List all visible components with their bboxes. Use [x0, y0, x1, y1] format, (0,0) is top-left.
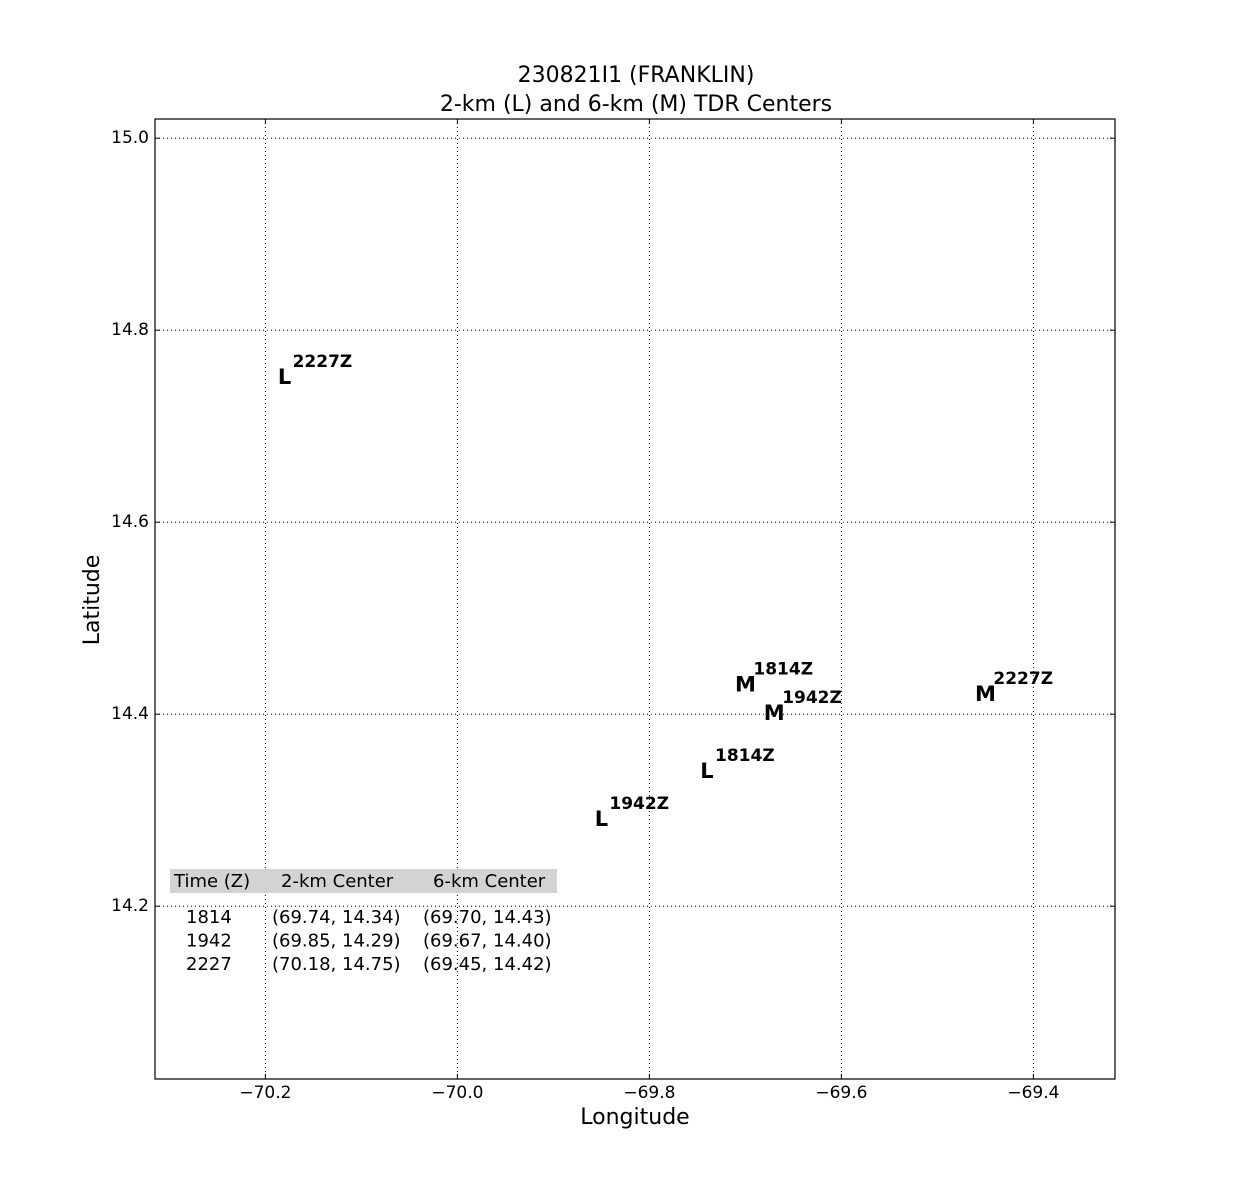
- table-cell: 1942: [186, 931, 232, 952]
- table-header: 2-km Center: [281, 871, 394, 892]
- point-label: 2227Z: [293, 352, 353, 372]
- table-header-bg: [170, 869, 557, 893]
- chart-subtitle: 2-km (L) and 6-km (M) TDR Centers: [440, 92, 832, 117]
- point-marker: M: [735, 672, 756, 696]
- plot-frame: [154, 118, 1116, 1080]
- chart-title: 230821I1 (FRANKLIN): [518, 63, 755, 88]
- x-tick-label: −69.4: [1007, 1083, 1059, 1103]
- x-axis-label: Longitude: [580, 1105, 689, 1130]
- x-tick-label: −70.0: [431, 1083, 483, 1103]
- x-tick-label: −70.2: [239, 1083, 291, 1103]
- table-cell: (69.70, 14.43): [423, 907, 552, 928]
- point-label: 1942Z: [782, 688, 842, 708]
- y-tick-label: 15.0: [111, 128, 149, 148]
- y-axis-label: Latitude: [80, 555, 105, 646]
- point-marker: M: [764, 701, 785, 725]
- point-label: 1942Z: [609, 794, 669, 814]
- point-marker: M: [975, 682, 996, 706]
- y-tick-label: 14.6: [111, 512, 149, 532]
- table-cell: (69.85, 14.29): [272, 931, 401, 952]
- y-tick-label: 14.8: [111, 320, 149, 340]
- x-tick-label: −69.6: [815, 1083, 867, 1103]
- table-cell: (70.18, 14.75): [272, 954, 401, 975]
- point-marker: L: [700, 759, 713, 783]
- y-tick-label: 14.4: [111, 704, 149, 724]
- table-cell: 2227: [186, 954, 232, 975]
- point-label: 1814Z: [715, 746, 775, 766]
- point-label: 1814Z: [753, 659, 813, 679]
- table-header: Time (Z): [173, 871, 250, 892]
- point-marker: L: [595, 807, 608, 831]
- table-cell: 1814: [186, 907, 232, 928]
- table-cell: (69.45, 14.42): [423, 954, 552, 975]
- x-tick-label: −69.8: [623, 1083, 675, 1103]
- table-header: 6-km Center: [433, 871, 546, 892]
- y-tick-label: 14.2: [111, 896, 149, 916]
- point-marker: L: [278, 365, 291, 389]
- point-label: 2227Z: [993, 669, 1053, 689]
- table-cell: (69.67, 14.40): [423, 931, 552, 952]
- table-cell: (69.74, 14.34): [272, 907, 401, 928]
